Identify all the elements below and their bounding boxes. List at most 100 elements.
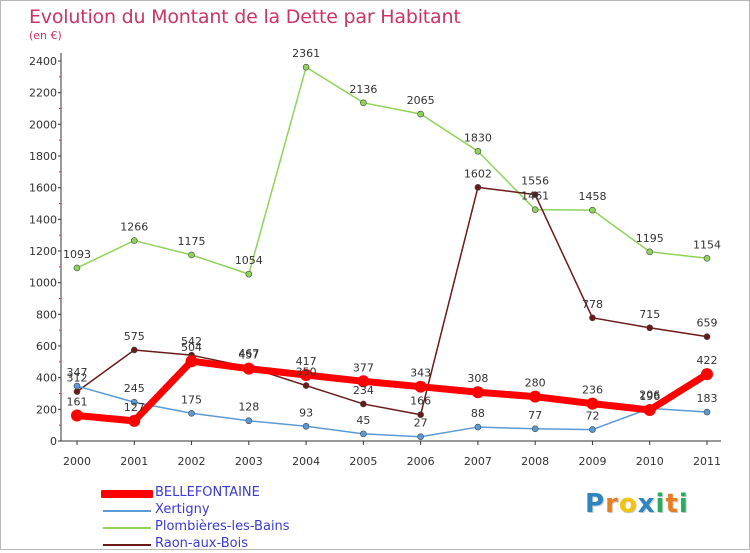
y-tick-label: 1600 xyxy=(29,182,57,195)
data-point-plombieres xyxy=(417,110,424,118)
data-point-plombieres xyxy=(474,147,482,155)
data-label-plombieres: 1195 xyxy=(636,232,664,245)
data-point-xertigny xyxy=(703,408,711,416)
x-tick-label: 2001 xyxy=(120,455,148,468)
data-label-xertigny: 347 xyxy=(67,366,88,379)
legend-label: Plombières-les-Bains xyxy=(155,519,290,534)
data-point-raon xyxy=(417,411,424,419)
data-label-raon: 542 xyxy=(181,335,202,348)
legend-swatch xyxy=(103,527,151,529)
data-point-plombieres xyxy=(589,206,596,214)
data-label-raon: 1556 xyxy=(521,175,549,188)
x-tick-label: 2003 xyxy=(235,455,263,468)
data-point-plombieres xyxy=(531,206,539,213)
proxiti-logo: Proxiti xyxy=(585,489,689,519)
chart-subtitle: (en €) xyxy=(29,29,62,42)
data-point-plombieres xyxy=(360,99,367,107)
data-point-plombieres xyxy=(646,248,654,256)
data-label-plombieres: 1830 xyxy=(464,131,492,144)
data-label-xertigny: 206 xyxy=(639,388,660,401)
y-tick-label: 200 xyxy=(36,403,57,416)
x-tick-label: 2005 xyxy=(349,455,377,468)
data-label-xertigny: 128 xyxy=(238,401,259,414)
data-label-xertigny: 245 xyxy=(124,382,145,395)
y-tick-label: 1200 xyxy=(29,245,57,258)
data-label-plombieres: 1093 xyxy=(63,248,91,261)
data-label-plombieres: 2136 xyxy=(349,83,377,96)
x-tick-label: 2009 xyxy=(578,455,606,468)
data-label-xertigny: 183 xyxy=(697,392,718,405)
data-label-xertigny: 77 xyxy=(528,409,542,422)
data-point-raon xyxy=(360,400,367,408)
legend-label: Raon-aux-Bois xyxy=(155,536,248,551)
y-tick-label: 2000 xyxy=(29,118,57,131)
data-label-plombieres: 1175 xyxy=(178,235,206,248)
legend-label: Xertigny xyxy=(155,502,210,517)
series-line-plombieres xyxy=(76,66,708,275)
y-tick-label: 1800 xyxy=(29,150,57,163)
data-label-bellefontaine: 161 xyxy=(67,396,88,409)
data-label-raon: 1602 xyxy=(464,167,492,180)
data-label-bellefontaine: 504 xyxy=(181,341,202,354)
x-tick-label: 2008 xyxy=(521,455,549,468)
data-point-xertigny xyxy=(531,425,539,433)
legend-swatch xyxy=(101,490,153,498)
series-line-raon xyxy=(76,186,708,416)
data-point-xertigny xyxy=(302,422,310,430)
data-point-raon xyxy=(302,382,310,389)
data-label-raon: 467 xyxy=(238,347,259,360)
y-tick-label: 2400 xyxy=(29,55,57,68)
data-point-raon xyxy=(646,324,654,332)
y-tick-label: 1000 xyxy=(29,277,57,290)
x-tick-label: 2006 xyxy=(407,455,435,468)
data-point-bellefontaine xyxy=(71,409,83,422)
data-point-xertigny xyxy=(417,433,424,441)
data-label-raon: 350 xyxy=(296,366,317,379)
data-point-plombieres xyxy=(302,63,310,71)
data-point-plombieres xyxy=(130,237,138,244)
logo-letter: r xyxy=(605,489,619,519)
data-point-bellefontaine xyxy=(701,368,713,381)
data-point-bellefontaine xyxy=(357,375,370,388)
data-label-bellefontaine: 280 xyxy=(525,377,546,390)
data-label-plombieres: 1458 xyxy=(578,190,606,203)
data-point-bellefontaine xyxy=(471,386,484,399)
logo-letter: o xyxy=(618,489,638,519)
y-tick-label: 2200 xyxy=(29,87,57,100)
data-label-bellefontaine: 377 xyxy=(353,361,374,374)
data-label-raon: 778 xyxy=(582,298,603,311)
legend-swatch xyxy=(103,544,151,546)
data-point-xertigny xyxy=(130,398,138,406)
data-point-xertigny xyxy=(73,382,81,390)
legend-swatch xyxy=(103,510,151,512)
data-label-bellefontaine: 196 xyxy=(639,390,660,403)
data-point-xertigny xyxy=(474,423,482,431)
data-label-raon: 312 xyxy=(67,372,88,385)
data-label-bellefontaine: 422 xyxy=(697,354,718,367)
data-point-raon xyxy=(531,191,539,198)
data-point-bellefontaine xyxy=(185,355,198,368)
series-line-bellefontaine xyxy=(73,357,711,425)
data-point-raon xyxy=(130,346,138,354)
logo-letter: i xyxy=(655,489,666,519)
x-tick-label: 2002 xyxy=(178,455,206,468)
data-label-bellefontaine: 236 xyxy=(582,384,603,397)
data-label-raon: 234 xyxy=(353,384,374,397)
series-line-xertigny xyxy=(76,385,708,438)
data-point-plombieres xyxy=(703,254,711,262)
data-label-raon: 715 xyxy=(639,308,660,321)
data-point-plombieres xyxy=(73,264,81,272)
data-label-xertigny: 88 xyxy=(471,407,485,420)
data-label-bellefontaine: 417 xyxy=(296,355,317,368)
data-label-plombieres: 1266 xyxy=(120,221,148,234)
data-label-plombieres: 2361 xyxy=(292,47,320,60)
data-point-plombieres xyxy=(188,251,195,259)
logo-letter: x xyxy=(637,489,656,519)
data-point-raon xyxy=(73,388,81,395)
data-label-bellefontaine: 457 xyxy=(238,349,259,362)
data-label-plombieres: 2065 xyxy=(407,94,435,107)
data-point-bellefontaine xyxy=(300,368,313,381)
y-tick-label: 0 xyxy=(50,435,57,448)
